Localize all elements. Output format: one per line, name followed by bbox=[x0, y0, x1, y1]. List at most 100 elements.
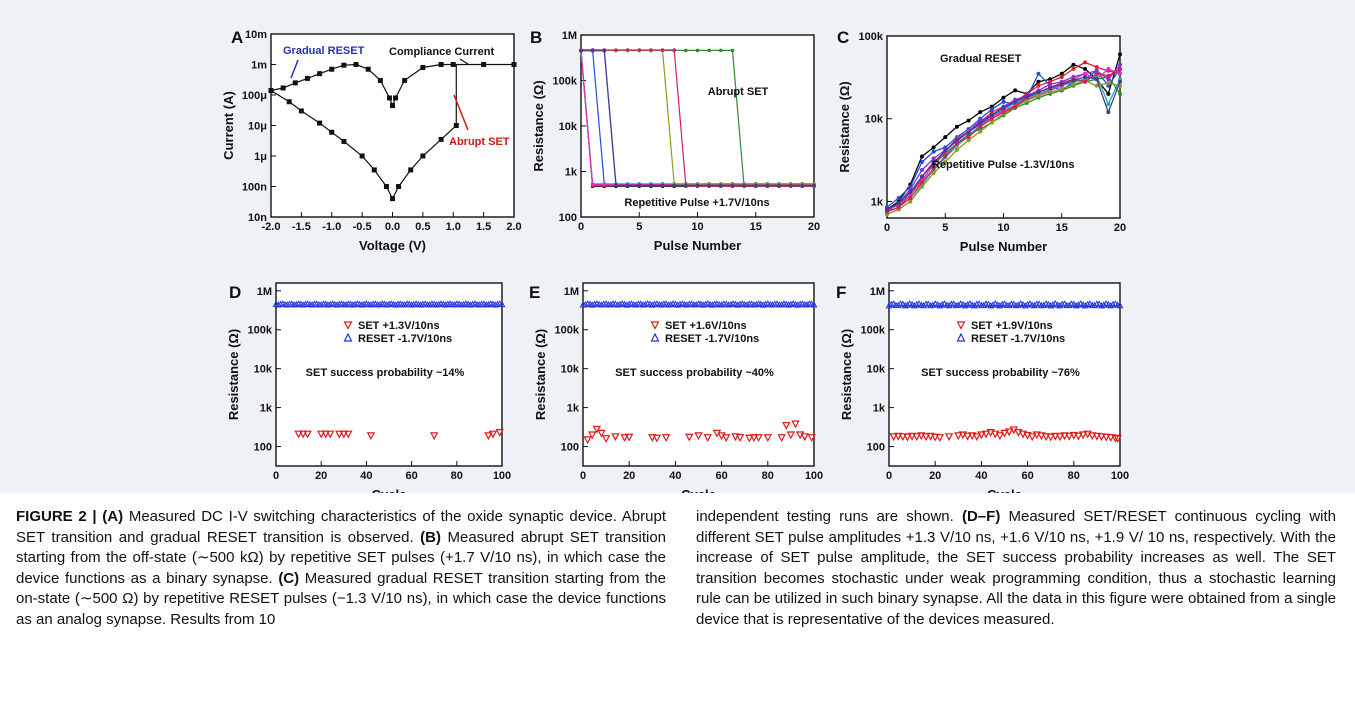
iv-point bbox=[390, 103, 395, 109]
reset-point bbox=[494, 300, 501, 308]
reset-point bbox=[683, 301, 691, 308]
set-point bbox=[430, 432, 439, 441]
set-point bbox=[303, 430, 312, 439]
reset-point bbox=[1109, 300, 1117, 308]
x-tick-label: 1.0 bbox=[446, 221, 461, 233]
series-point bbox=[954, 141, 959, 146]
series-point bbox=[1083, 74, 1088, 79]
reset-point bbox=[1024, 300, 1032, 308]
reset-point bbox=[292, 300, 300, 308]
plot-frame bbox=[270, 33, 515, 218]
set-point bbox=[601, 435, 611, 444]
reset-point bbox=[607, 301, 615, 308]
y-tick-label: 1k bbox=[567, 403, 580, 415]
series-point bbox=[1048, 82, 1053, 87]
series-point bbox=[1071, 82, 1076, 87]
set-point bbox=[981, 430, 991, 439]
series-point bbox=[989, 107, 994, 112]
iv-point bbox=[420, 64, 426, 70]
reset-point bbox=[1098, 301, 1105, 309]
series-point bbox=[919, 174, 924, 179]
x-axis-label: Pulse Number bbox=[960, 239, 1047, 254]
set-point bbox=[1051, 432, 1060, 441]
x-tick-label: 1.5 bbox=[476, 221, 491, 233]
series-point bbox=[908, 190, 913, 195]
set-point bbox=[749, 434, 759, 443]
y-tick-label: 100μ bbox=[242, 90, 267, 102]
iv-point bbox=[298, 108, 304, 114]
x-tick-label: 0 bbox=[884, 222, 890, 234]
set-point bbox=[694, 432, 703, 441]
series-point bbox=[788, 183, 793, 188]
reset-point bbox=[1005, 301, 1013, 309]
series-point bbox=[954, 147, 959, 152]
set-points bbox=[583, 420, 816, 445]
y-tick-label: 10k bbox=[254, 364, 273, 376]
series-point bbox=[1071, 66, 1076, 71]
y-tick-label: 1k bbox=[260, 403, 273, 415]
series-point bbox=[684, 48, 688, 53]
set-point bbox=[931, 433, 940, 442]
reset-point bbox=[727, 300, 735, 308]
iv-point bbox=[377, 77, 383, 83]
y-tick-label: 1k bbox=[871, 196, 884, 208]
set-point bbox=[807, 434, 816, 443]
panel-c: C 0 5 10 15 20 1k 10k 100k Pulse Number Resistance… bbox=[837, 28, 1126, 254]
reset-point bbox=[1021, 302, 1029, 309]
iv-point bbox=[317, 120, 323, 126]
series-point bbox=[1024, 98, 1029, 103]
series-point bbox=[1048, 86, 1053, 91]
reset-point bbox=[910, 302, 918, 309]
series-point bbox=[602, 182, 607, 187]
set-point bbox=[735, 434, 745, 443]
iv-point bbox=[268, 88, 274, 94]
reset-point bbox=[598, 301, 605, 308]
series-point bbox=[1013, 104, 1018, 109]
reset-point bbox=[1072, 302, 1080, 309]
x-tick-label: 15 bbox=[750, 221, 762, 233]
reset-point bbox=[1012, 301, 1020, 309]
y-tick-label: 100k bbox=[248, 325, 273, 337]
iv-point bbox=[402, 77, 408, 83]
y-tick-label: 1m bbox=[251, 60, 267, 72]
reset-point bbox=[762, 300, 769, 307]
series-point bbox=[1036, 71, 1041, 76]
reset-point bbox=[1081, 302, 1089, 309]
legend-set-label: SET +1.3V/10ns bbox=[358, 320, 440, 332]
reset-point bbox=[938, 300, 946, 308]
set-point bbox=[1097, 433, 1106, 442]
set-point bbox=[921, 433, 931, 442]
reset-point bbox=[734, 301, 742, 308]
panel-f: F 0 20 40 60 80 100 100 1k 10k 100k 1M Cycle Resistan… bbox=[836, 282, 1129, 493]
series-point bbox=[966, 118, 971, 123]
reset-point bbox=[1091, 301, 1099, 309]
y-tick-label: 10k bbox=[561, 364, 580, 376]
series-point bbox=[625, 183, 630, 188]
caption-a-label: (A) bbox=[102, 508, 124, 525]
y-tick-label: 1M bbox=[562, 30, 577, 42]
set-point bbox=[967, 432, 977, 441]
reset-point bbox=[367, 301, 375, 308]
set-point bbox=[1074, 432, 1083, 441]
series-point bbox=[1013, 88, 1018, 93]
reset-point bbox=[920, 301, 928, 309]
series-point bbox=[707, 183, 711, 188]
series-point bbox=[1071, 78, 1076, 83]
series-point bbox=[695, 183, 700, 188]
series-point bbox=[719, 48, 723, 53]
set-point bbox=[366, 432, 376, 441]
series-point bbox=[707, 48, 711, 53]
set-point bbox=[977, 431, 986, 440]
series-point bbox=[896, 205, 901, 210]
series-point bbox=[1106, 102, 1111, 107]
reset-point bbox=[658, 301, 665, 308]
set-point bbox=[484, 432, 493, 441]
x-axis-label: Cycle bbox=[372, 487, 407, 493]
panel-letter: C bbox=[837, 28, 849, 47]
series-point bbox=[637, 183, 642, 188]
series-point bbox=[812, 183, 816, 188]
y-tick-label: 10n bbox=[248, 212, 267, 224]
series-point bbox=[1036, 90, 1041, 95]
legend-set-marker bbox=[956, 321, 966, 330]
series-point bbox=[1106, 77, 1111, 82]
